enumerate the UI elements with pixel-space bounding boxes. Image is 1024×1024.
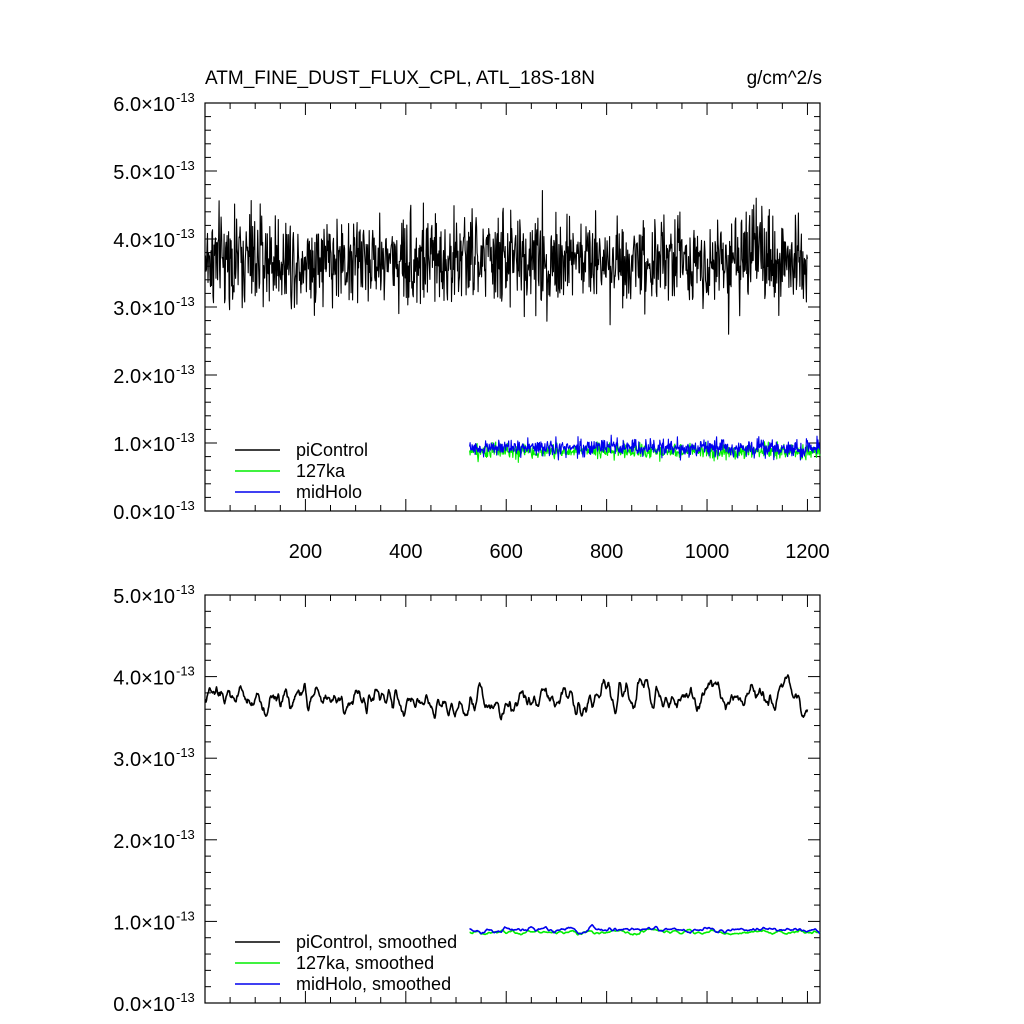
y-tick-label: 0.0×10: [113, 994, 175, 1016]
y-tick-exponent: -13: [176, 498, 195, 513]
y-tick-label: 6.0×10: [113, 94, 175, 116]
axis-ticks-bottom: [205, 594, 820, 1004]
y-tick-exponent: -13: [176, 582, 195, 597]
y-tick-exponent: -13: [176, 226, 195, 241]
x-tick-label: 400: [389, 541, 422, 563]
y-tick-labels-bottom: 0.0×10 -131.0×10 -132.0×10 -133.0×10 -134.0×…: [113, 582, 195, 1016]
y-tick-exponent: -13: [176, 827, 195, 842]
panel-top: ATM_FINE_DUST_FLUX_CPL, ATL_18S-18N g/cm…: [113, 68, 829, 563]
y-tick-exponent: -13: [176, 90, 195, 105]
x-tick-label: 200: [289, 541, 322, 563]
y-tick-exponent: -13: [176, 430, 195, 445]
y-tick-label: 1.0×10: [113, 912, 175, 934]
y-tick-exponent: -13: [176, 664, 195, 679]
x-tick-label: 600: [490, 541, 523, 563]
legend-label: midHolo: [296, 482, 362, 502]
series-line-2: [469, 440, 821, 463]
chart-title: ATM_FINE_DUST_FLUX_CPL, ATL_18S-18N: [205, 68, 595, 89]
y-tick-exponent: -13: [176, 990, 195, 1005]
y-tick-exponent: -13: [176, 745, 195, 760]
axis-ticks-top: [205, 102, 820, 512]
legend-label: piControl: [296, 440, 368, 460]
y-tick-label: 3.0×10: [113, 298, 175, 320]
series-line-3: [469, 434, 821, 461]
units-label: g/cm^2/s: [747, 68, 822, 89]
y-tick-label: 4.0×10: [113, 230, 175, 252]
y-tick-exponent: -13: [176, 908, 195, 923]
legend-label: 127ka: [296, 461, 346, 481]
y-tick-exponent: -13: [176, 158, 195, 173]
x-tick-label: 800: [590, 541, 623, 563]
y-tick-label: 5.0×10: [113, 586, 175, 608]
y-tick-exponent: -13: [176, 294, 195, 309]
x-tick-label: 1200: [785, 541, 830, 563]
x-tick-labels-top: 200 400 600 800 1000 1200: [289, 541, 830, 563]
legend-label: 127ka, smoothed: [296, 953, 434, 973]
legend-label: midHolo, smoothed: [296, 974, 451, 994]
y-tick-labels-top: 0.0×10 -131.0×10 -132.0×10 -133.0×10 -134.0×…: [113, 90, 195, 524]
x-tick-label: 1000: [685, 541, 730, 563]
panel-bottom: 0.0×10 -131.0×10 -132.0×10 -133.0×10 -134.0×…: [113, 582, 821, 1016]
y-tick-label: 2.0×10: [113, 366, 175, 388]
series-lines-bottom: [204, 674, 821, 936]
y-tick-exponent: -13: [176, 362, 195, 377]
y-tick-label: 5.0×10: [113, 162, 175, 184]
y-tick-label: 2.0×10: [113, 831, 175, 853]
series-line-1: [204, 674, 809, 721]
plot-frame-bottom: [204, 594, 821, 1004]
y-tick-label: 0.0×10: [113, 502, 175, 524]
legend-label: piControl, smoothed: [296, 932, 457, 952]
y-tick-label: 1.0×10: [113, 434, 175, 456]
series-line-1: [204, 190, 808, 335]
series-line-3: [469, 923, 821, 935]
y-tick-label: 3.0×10: [113, 749, 175, 771]
y-tick-label: 4.0×10: [113, 668, 175, 690]
series-lines-top: [204, 190, 821, 463]
